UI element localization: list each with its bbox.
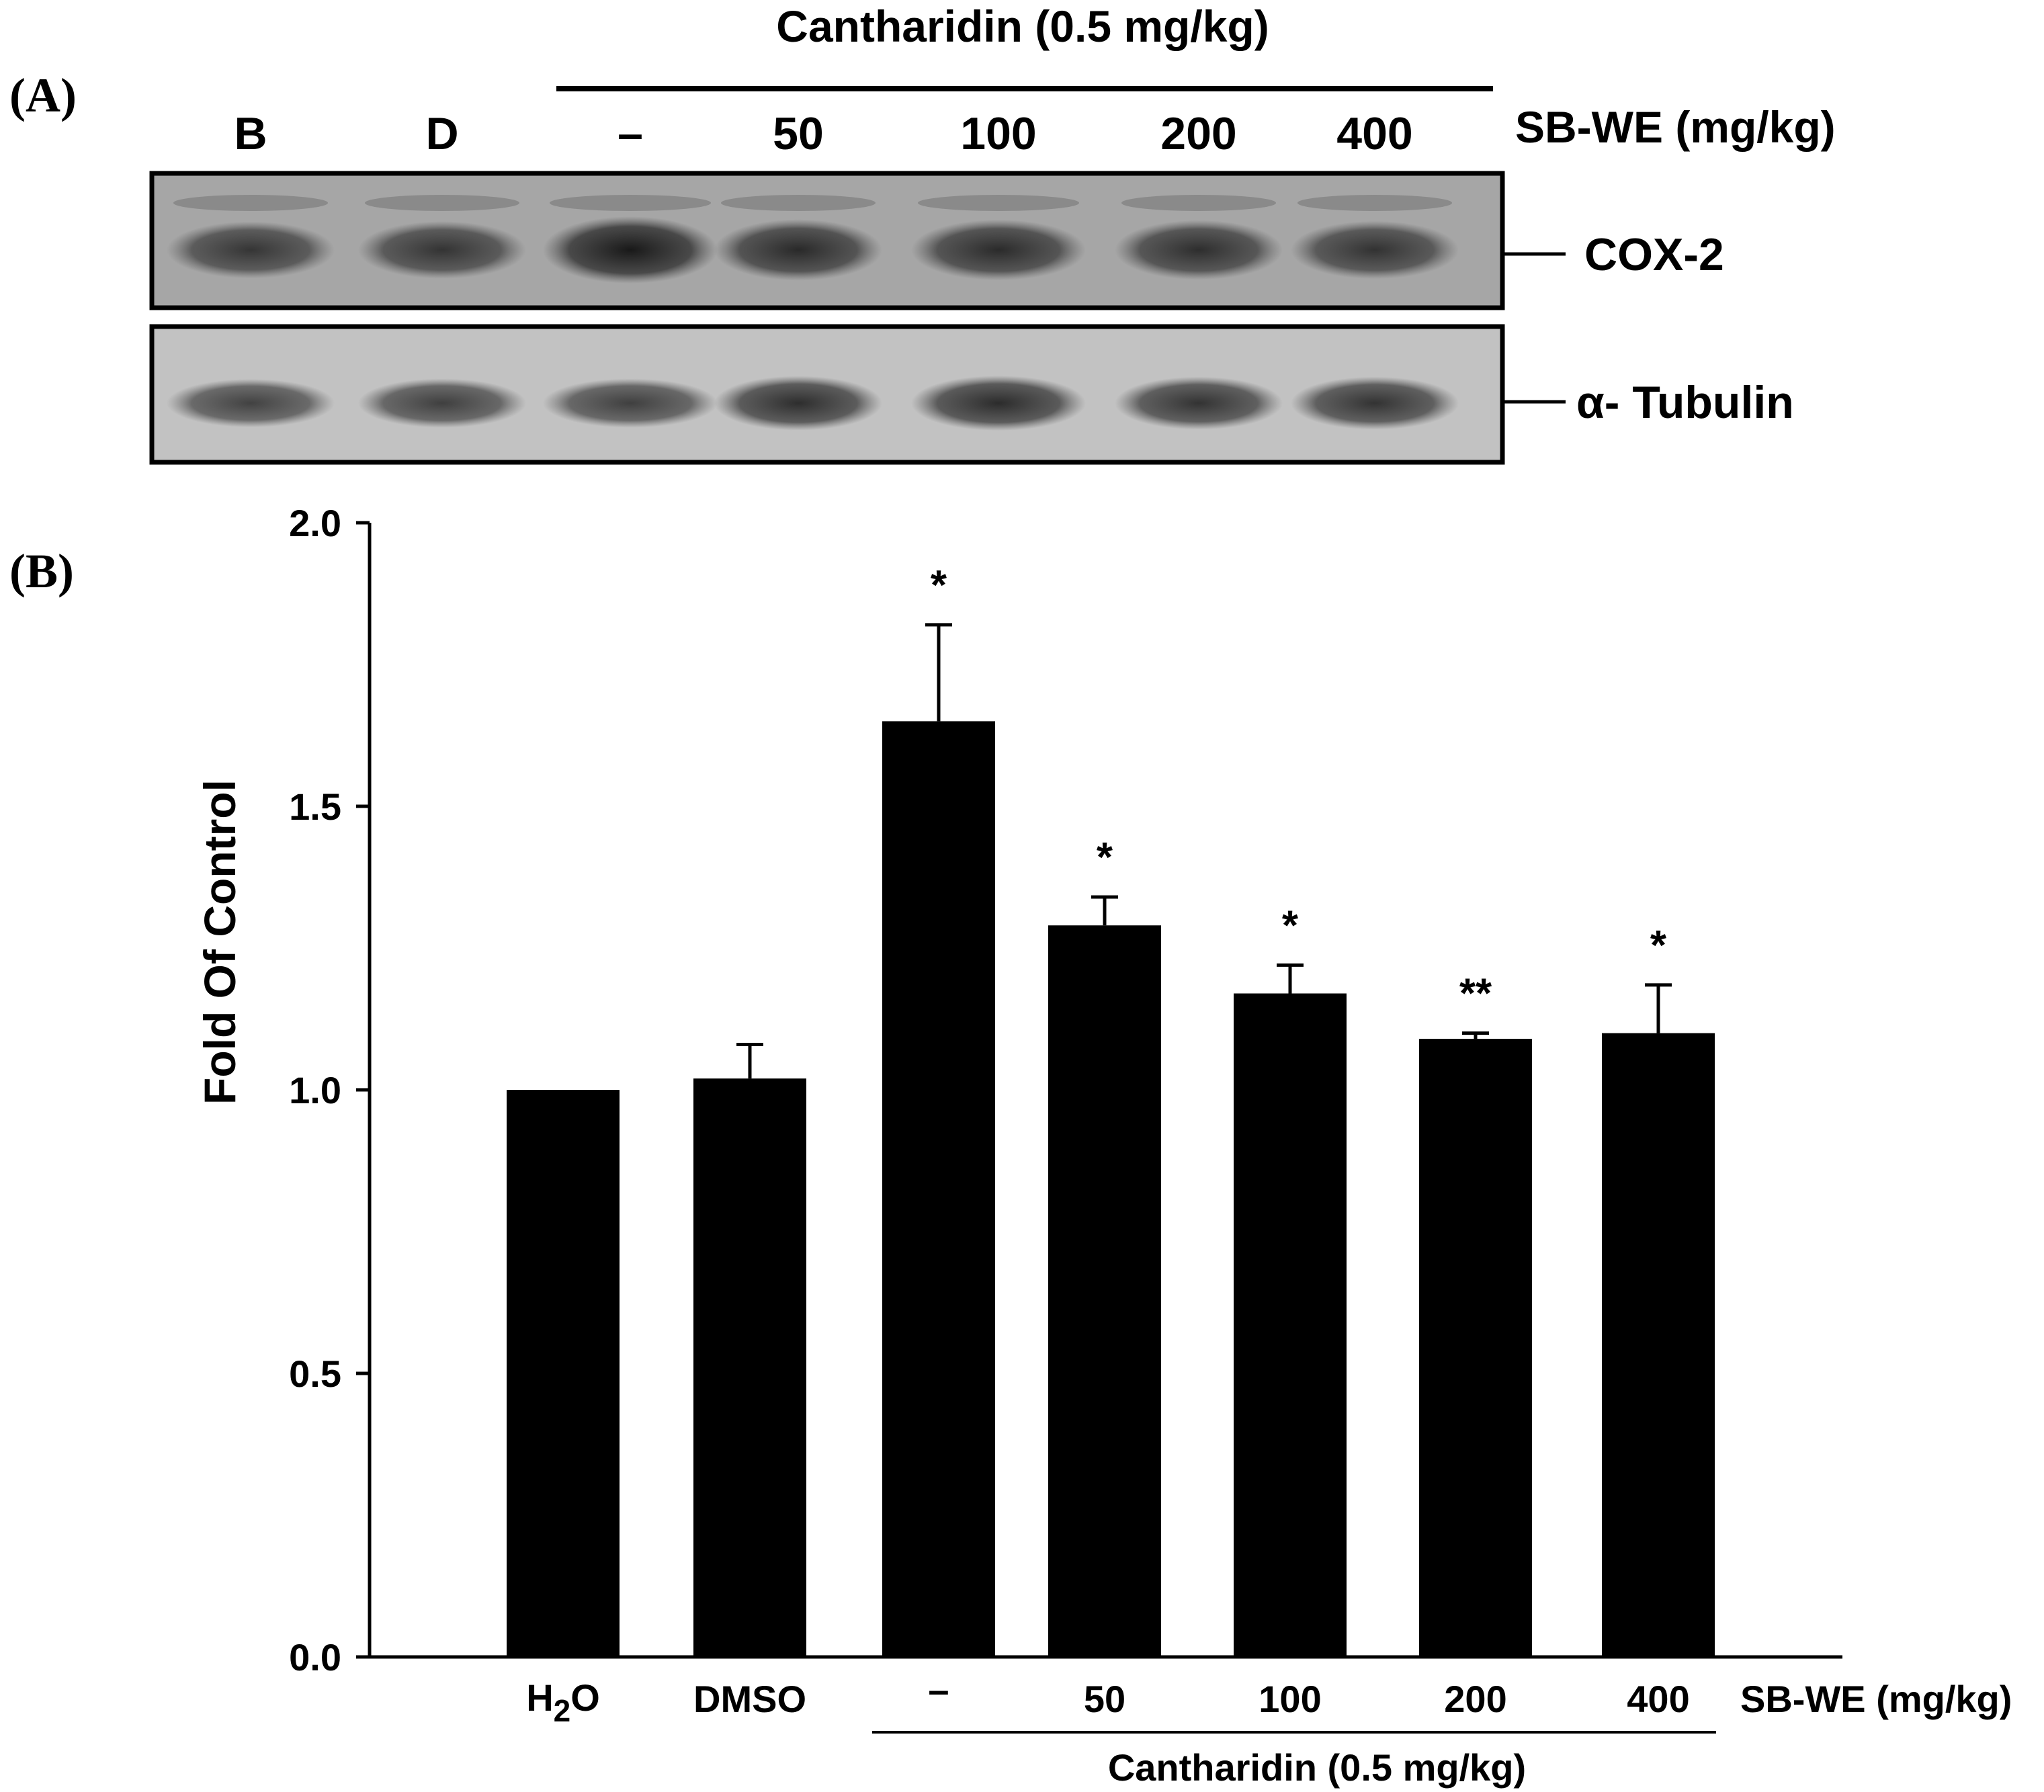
cox2-upper-band: [365, 195, 519, 211]
significance-mark: **: [1459, 971, 1492, 1017]
panel-b-label: (B): [9, 544, 74, 598]
lane-label: D: [425, 108, 458, 159]
cox2-upper-band: [918, 195, 1079, 211]
significance-mark: *: [931, 562, 947, 609]
x-group-label: SB-WE (mg/kg): [1740, 1678, 2012, 1720]
panel-a: (A) Cantharidin (0.5 mg/kg) SB-WE (mg/kg…: [9, 1, 1836, 465]
y-tick-label: 1.0: [289, 1069, 341, 1111]
lane-label: 200: [1160, 108, 1236, 159]
y-ticks: 0.0 0.5 1.0 1.5 2.0: [289, 502, 370, 1678]
cox2-upper-band: [1121, 195, 1276, 211]
cox2-band: [911, 219, 1086, 281]
lane-label: 50: [773, 108, 824, 159]
chart-axes: 0.0 0.5 1.0 1.5 2.0 Fold Of Control: [195, 502, 1842, 1678]
x-tick-label: H2O: [526, 1676, 600, 1728]
lane-labels: B D – 50 100 200 400: [234, 108, 1412, 159]
cox2-band: [1291, 220, 1459, 280]
x-tick-label: 200: [1444, 1678, 1506, 1720]
x-tick-labels: H2O DMSO – 50 100 200 400: [526, 1668, 1690, 1728]
significance-mark: *: [1650, 923, 1667, 969]
x-tick-label: 400: [1627, 1678, 1689, 1720]
y-tick-label: 0.5: [289, 1353, 341, 1395]
cox2-band: [714, 219, 882, 281]
y-axis-label: Fold Of Control: [195, 779, 245, 1105]
cox2-band: [358, 221, 526, 279]
significance-mark: *: [1097, 835, 1113, 881]
treatment-header: Cantharidin (0.5 mg/kg): [776, 1, 1269, 51]
cox2-band: [167, 221, 335, 279]
significance-marks: ******: [931, 562, 1667, 1017]
bar: [1048, 925, 1161, 1657]
x-tick-label: –: [928, 1668, 949, 1711]
tubulin-band: [543, 378, 718, 428]
tubulin-band: [911, 376, 1086, 431]
cox2-upper-band: [1297, 195, 1452, 211]
tubulin-band: [714, 376, 882, 431]
y-tick-label: 2.0: [289, 502, 341, 544]
lane-label: 100: [960, 108, 1036, 159]
x-tick-label: DMSO: [693, 1678, 806, 1720]
cox2-band: [1115, 220, 1283, 280]
blot-cox2: COX-2: [149, 171, 1724, 310]
error-bars: [736, 623, 1672, 1079]
band-label-cox2: COX-2: [1584, 229, 1724, 280]
bar: [882, 721, 995, 1657]
dose-header: SB-WE (mg/kg): [1515, 102, 1836, 152]
bar: [507, 1090, 620, 1657]
lane-label: 400: [1336, 108, 1412, 159]
bar: [1419, 1039, 1532, 1657]
panel-a-label: (A): [9, 69, 77, 122]
blot-tubulin: α- Tubulin: [149, 324, 1794, 465]
x-tick-label: 100: [1259, 1678, 1321, 1720]
cox2-band: [543, 216, 718, 284]
lane-label: –: [618, 108, 643, 159]
lane-label: B: [234, 108, 267, 159]
bars: [507, 721, 1715, 1657]
band-label-tubulin: α- Tubulin: [1576, 377, 1794, 428]
tubulin-band: [167, 379, 335, 427]
significance-mark: *: [1282, 902, 1299, 949]
bar: [1234, 993, 1347, 1657]
y-tick-label: 1.5: [289, 785, 341, 828]
bar: [693, 1078, 806, 1657]
cox2-upper-band: [173, 195, 328, 211]
tubulin-band: [1291, 376, 1459, 430]
cox2-upper-band: [550, 195, 711, 211]
tubulin-band: [358, 378, 526, 428]
panel-b: (B) 0.00.51.01.52.0 Fold Of Control ****…: [9, 502, 2012, 1789]
x-tick-label: 50: [1084, 1678, 1125, 1720]
bar: [1602, 1033, 1715, 1657]
cox2-upper-band: [721, 195, 876, 211]
x-bracket-label: Cantharidin (0.5 mg/kg): [1108, 1746, 1526, 1789]
tubulin-band: [1115, 376, 1283, 430]
y-tick-label: 0.0: [289, 1636, 341, 1678]
